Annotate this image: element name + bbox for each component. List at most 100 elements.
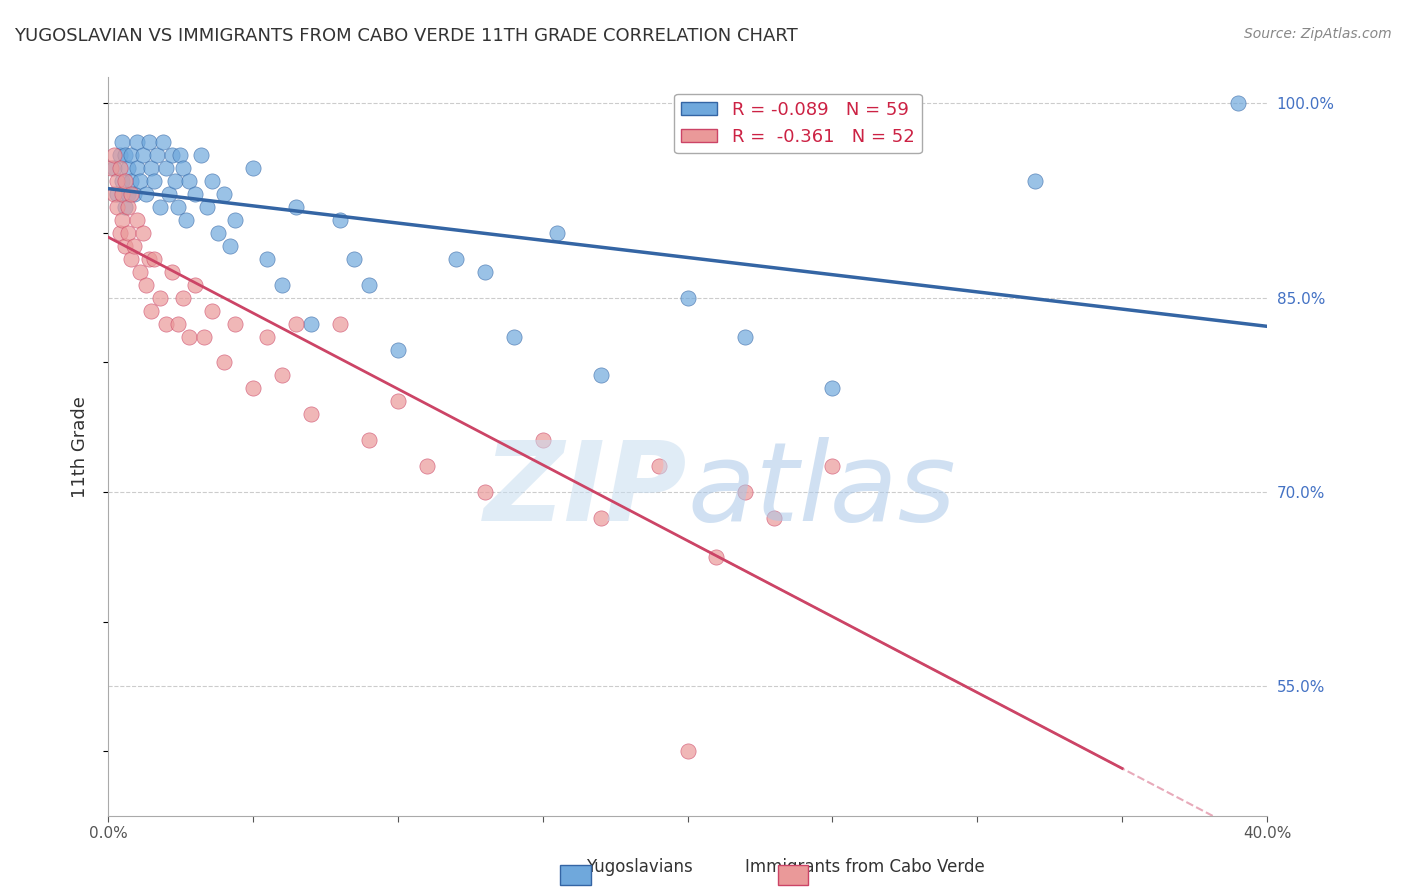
- Point: [195, 200, 218, 214]
- Point: [111, 187, 134, 202]
- Point: [589, 368, 612, 383]
- Point: [212, 187, 235, 202]
- Point: [387, 394, 409, 409]
- Point: [111, 213, 134, 227]
- Point: [474, 265, 496, 279]
- Point: [172, 161, 194, 175]
- Point: [256, 329, 278, 343]
- Point: [174, 213, 197, 227]
- Point: [155, 317, 177, 331]
- Point: [1024, 174, 1046, 188]
- Point: [103, 161, 125, 175]
- Point: [285, 317, 308, 331]
- Point: [120, 148, 142, 162]
- Text: Yugoslavians: Yugoslavians: [586, 858, 693, 876]
- Point: [103, 187, 125, 202]
- Point: [111, 174, 134, 188]
- Point: [122, 187, 145, 202]
- Point: [114, 174, 136, 188]
- Point: [502, 329, 524, 343]
- Point: [157, 187, 180, 202]
- Point: [589, 511, 612, 525]
- Text: Source: ZipAtlas.com: Source: ZipAtlas.com: [1244, 27, 1392, 41]
- Point: [166, 200, 188, 214]
- Point: [166, 317, 188, 331]
- Point: [143, 174, 166, 188]
- Legend: R = -0.089   N = 59, R =  -0.361   N = 52: R = -0.089 N = 59, R = -0.361 N = 52: [673, 94, 922, 153]
- Point: [122, 239, 145, 253]
- Point: [201, 174, 224, 188]
- Point: [138, 135, 160, 149]
- Point: [111, 135, 134, 149]
- Point: [179, 174, 201, 188]
- Point: [100, 161, 122, 175]
- Point: [343, 252, 366, 266]
- Point: [120, 187, 142, 202]
- Point: [179, 329, 201, 343]
- Point: [201, 303, 224, 318]
- Y-axis label: 11th Grade: 11th Grade: [72, 396, 89, 498]
- Point: [706, 549, 728, 564]
- Point: [125, 213, 148, 227]
- Point: [128, 265, 150, 279]
- Point: [256, 252, 278, 266]
- Point: [546, 226, 568, 240]
- Point: [117, 187, 139, 202]
- Point: [224, 317, 246, 331]
- Point: [117, 226, 139, 240]
- Point: [207, 226, 229, 240]
- Point: [125, 161, 148, 175]
- Point: [184, 277, 207, 292]
- Point: [128, 174, 150, 188]
- Point: [357, 433, 380, 447]
- Point: [105, 187, 128, 202]
- Point: [135, 187, 157, 202]
- Point: [242, 381, 264, 395]
- Point: [184, 187, 207, 202]
- Point: [138, 252, 160, 266]
- Point: [299, 317, 322, 331]
- Point: [416, 459, 439, 474]
- Point: [160, 148, 183, 162]
- Point: [821, 459, 844, 474]
- Point: [132, 226, 155, 240]
- Point: [108, 148, 131, 162]
- Point: [108, 226, 131, 240]
- Point: [149, 200, 172, 214]
- Point: [146, 148, 169, 162]
- Point: [105, 174, 128, 188]
- Point: [117, 161, 139, 175]
- Point: [143, 252, 166, 266]
- Point: [647, 459, 669, 474]
- Point: [163, 174, 186, 188]
- Point: [357, 277, 380, 292]
- Point: [444, 252, 467, 266]
- Point: [120, 174, 142, 188]
- Point: [734, 485, 756, 500]
- Point: [135, 277, 157, 292]
- Point: [152, 135, 174, 149]
- Point: [160, 265, 183, 279]
- Point: [676, 291, 699, 305]
- Point: [117, 200, 139, 214]
- Point: [114, 200, 136, 214]
- Point: [329, 317, 352, 331]
- Point: [141, 303, 163, 318]
- Point: [114, 239, 136, 253]
- Text: atlas: atlas: [688, 437, 956, 544]
- Point: [763, 511, 786, 525]
- Point: [108, 161, 131, 175]
- Point: [474, 485, 496, 500]
- Point: [387, 343, 409, 357]
- Point: [299, 407, 322, 421]
- Text: Immigrants from Cabo Verde: Immigrants from Cabo Verde: [745, 858, 984, 876]
- Point: [103, 148, 125, 162]
- Point: [193, 329, 215, 343]
- Point: [212, 355, 235, 369]
- Point: [149, 291, 172, 305]
- Point: [105, 200, 128, 214]
- Point: [270, 368, 292, 383]
- Text: ZIP: ZIP: [484, 437, 688, 544]
- Point: [132, 148, 155, 162]
- Point: [218, 239, 240, 253]
